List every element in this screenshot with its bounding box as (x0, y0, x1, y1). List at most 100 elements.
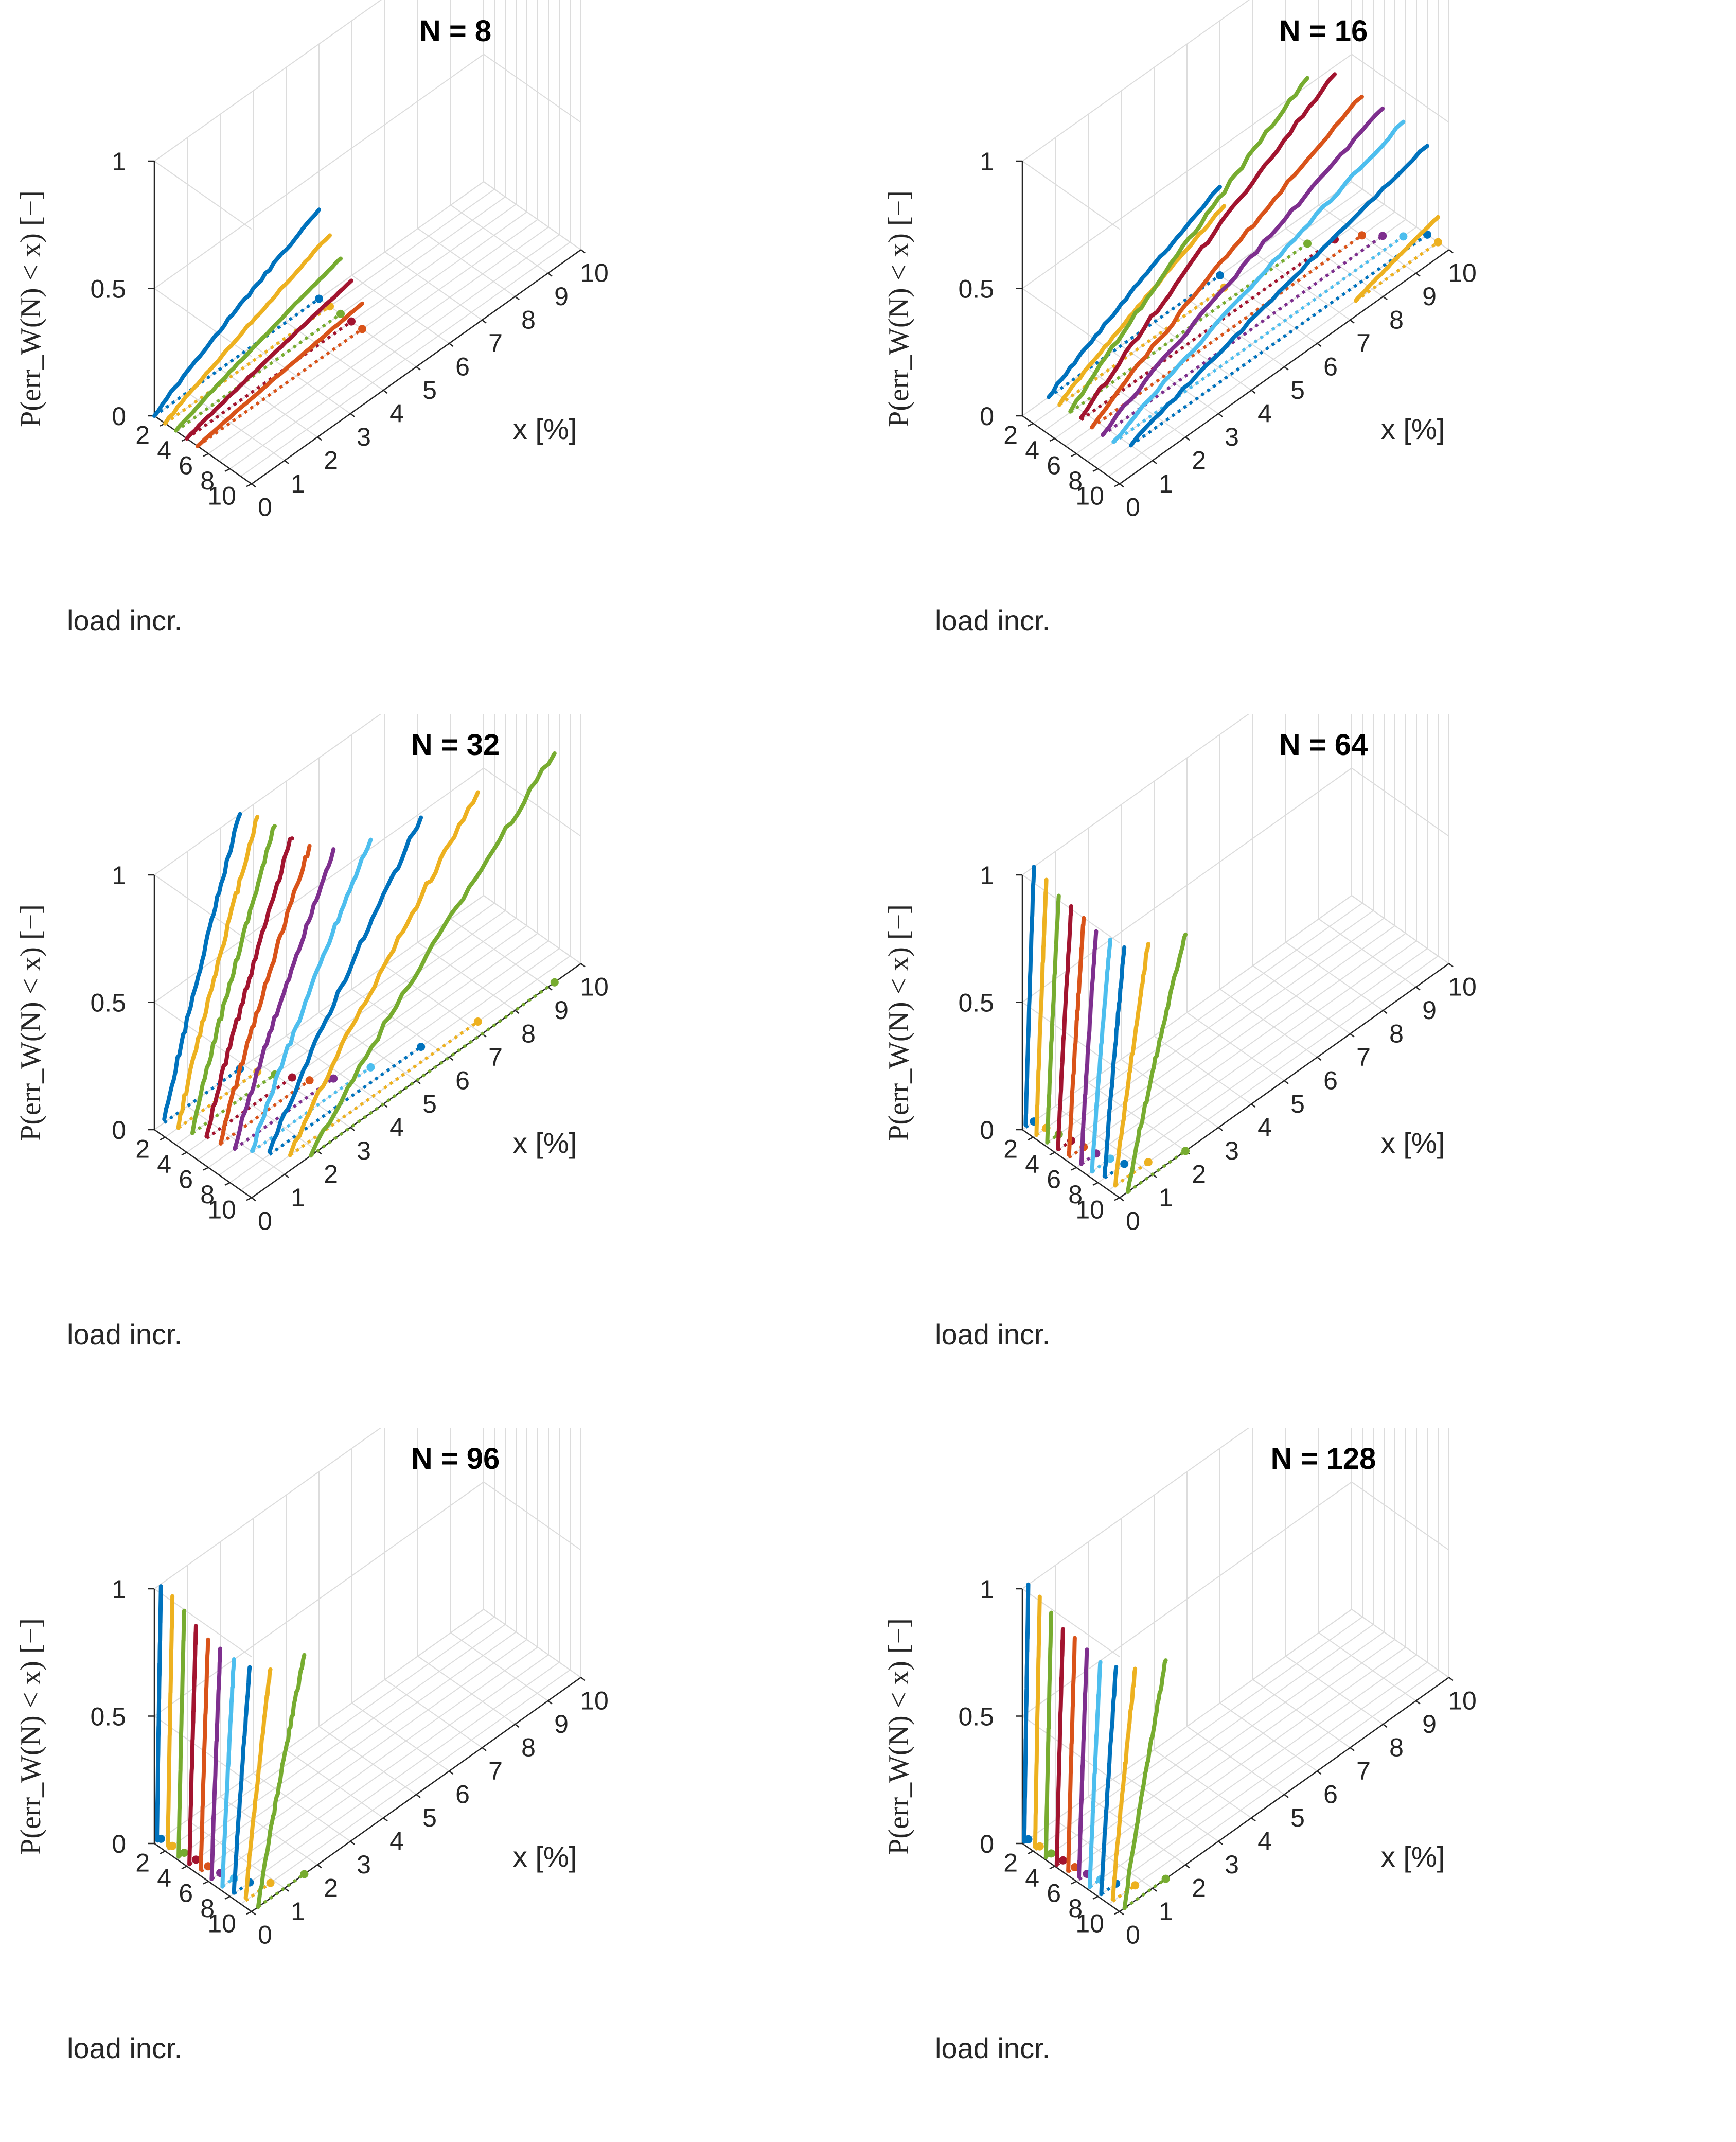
grid-floor-y-7 (1087, 1654, 1417, 1890)
x-tick-label-7: 7 (488, 1043, 503, 1072)
x-tick-label-4: 4 (1257, 1113, 1272, 1142)
x-tick-label-10: 10 (1448, 1686, 1477, 1715)
z-axis-label: P(err_W(N) < x) [−] (883, 904, 915, 1141)
depth-axis-label: load incr. (935, 1318, 1050, 1350)
series-baseline-2 (177, 1070, 258, 1129)
z-tick-label-1: 0.5 (90, 275, 126, 304)
grid-left-z-2 (154, 1588, 252, 1658)
x-tick-label-10: 10 (1448, 972, 1477, 1001)
grid-floor-y-9 (240, 955, 571, 1191)
series-curve-6 (209, 1646, 222, 1881)
grid-floor-y-3 (1043, 1624, 1374, 1859)
x-tick-mark-1 (284, 460, 289, 464)
x-tick-label-4: 4 (1257, 399, 1272, 428)
depth-tick-mark-0 (1028, 423, 1034, 427)
depth-tick-mark-2 (203, 453, 209, 457)
grid-floor-x-1 (1055, 392, 1153, 461)
series-baseline-1 (1048, 274, 1221, 399)
depth-tick-label-0: 2 (135, 1849, 150, 1877)
grid-floor-x-5 (318, 1726, 417, 1795)
x-tick-mark-2 (1185, 436, 1190, 441)
series-curve-6 (1101, 106, 1385, 437)
grid-right-z-0 (483, 181, 581, 251)
grid-left-z-1 (1022, 1002, 1120, 1071)
series-curve-1 (1022, 1582, 1031, 1844)
x-tick-label-0: 0 (1126, 1206, 1140, 1235)
x-tick-label-10: 10 (1448, 258, 1477, 287)
x-tick-label-2: 2 (1192, 1160, 1206, 1188)
x-tick-mark-6 (449, 1057, 454, 1061)
grid-back-z-1 (154, 767, 484, 1003)
series-endpoint-1 (156, 1834, 165, 1843)
series-curve-1 (1023, 865, 1036, 1127)
z-tick-label-2: 1 (112, 147, 126, 176)
x-tick-mark-1 (284, 1887, 289, 1892)
x-tick-label-7: 7 (488, 1757, 503, 1785)
grid-back-z-0 (154, 895, 484, 1130)
grid-floor-y-8 (1097, 1662, 1428, 1897)
depth-axis-label: load incr. (67, 2032, 182, 2064)
series-endpoint-10 (1181, 1147, 1190, 1155)
series-baseline-3 (191, 1073, 276, 1135)
depth-tick-mark-2 (203, 1167, 209, 1171)
x-tick-mark-3 (350, 1127, 355, 1131)
series-curve-4 (1056, 904, 1073, 1151)
series-curve-10 (1126, 932, 1188, 1194)
series-curve-2 (1033, 1594, 1042, 1850)
series-baseline-7 (221, 1877, 235, 1888)
series-curve-4 (204, 836, 294, 1138)
z-tick-label-0: 0 (112, 1830, 126, 1858)
depth-tick-mark-4 (1114, 483, 1120, 487)
grid-back-z-0 (1022, 1609, 1352, 1844)
series-baseline-5 (1067, 1866, 1076, 1873)
series-baseline-1 (163, 1067, 241, 1124)
depth-tick-mark-4 (246, 1911, 252, 1915)
series-curve-6 (233, 847, 336, 1151)
depth-tick-label-3: 8 (200, 466, 215, 495)
grid-back-z-1 (154, 1481, 484, 1717)
series-curve-3 (190, 823, 277, 1135)
x-tick-label-2: 2 (1192, 446, 1206, 475)
depth-tick-label-1: 4 (157, 436, 171, 465)
x-axis-label: x [%] (1381, 1840, 1445, 1873)
grid-floor-y-6 (208, 1646, 538, 1882)
series-curve-10 (309, 751, 557, 1158)
x-tick-label-8: 8 (521, 1733, 536, 1762)
series-baseline-9 (244, 1882, 272, 1902)
z-tick-label-0: 0 (980, 1116, 994, 1145)
series-baseline-3 (175, 312, 342, 432)
depth-tick-mark-3 (224, 468, 231, 472)
x-tick-label-1: 1 (291, 469, 305, 498)
grid-floor-y-7 (1087, 940, 1417, 1176)
depth-tick-label-1: 4 (1025, 436, 1039, 465)
series-endpoint-3 (180, 1849, 188, 1857)
x-tick-label-6: 6 (1323, 1066, 1338, 1095)
x-tick-label-9: 9 (1422, 1710, 1437, 1739)
grid-floor-y-4 (186, 918, 517, 1153)
depth-tick-label-0: 2 (1003, 421, 1018, 450)
x-tick-mark-8 (515, 1010, 520, 1014)
grid-floor-y-3 (1043, 910, 1374, 1146)
series-curve-4 (185, 278, 353, 441)
x-tick-mark-10 (580, 963, 586, 968)
depth-axis-line (1022, 1129, 1120, 1199)
x-tick-mark-10 (1448, 963, 1454, 968)
x-tick-mark-10 (1448, 249, 1454, 254)
series-curve-1 (1047, 185, 1222, 399)
grid-floor-x-1 (187, 392, 285, 461)
grid-floor-y-2 (1033, 1616, 1363, 1852)
x-tick-mark-3 (1218, 1127, 1223, 1131)
series-endpoint-10 (1161, 1874, 1170, 1883)
grid-left-z-2 (154, 161, 252, 230)
x-tick-label-0: 0 (1126, 493, 1140, 521)
grid-floor-y-5 (1065, 925, 1395, 1161)
x-tick-mark-3 (350, 1840, 355, 1845)
grid-back-z-0 (1022, 181, 1352, 416)
x-tick-mark-9 (1415, 1700, 1421, 1705)
series-baseline-8 (1130, 233, 1428, 447)
series-curve-3 (176, 1608, 186, 1859)
x-tick-mark-7 (482, 1747, 487, 1751)
